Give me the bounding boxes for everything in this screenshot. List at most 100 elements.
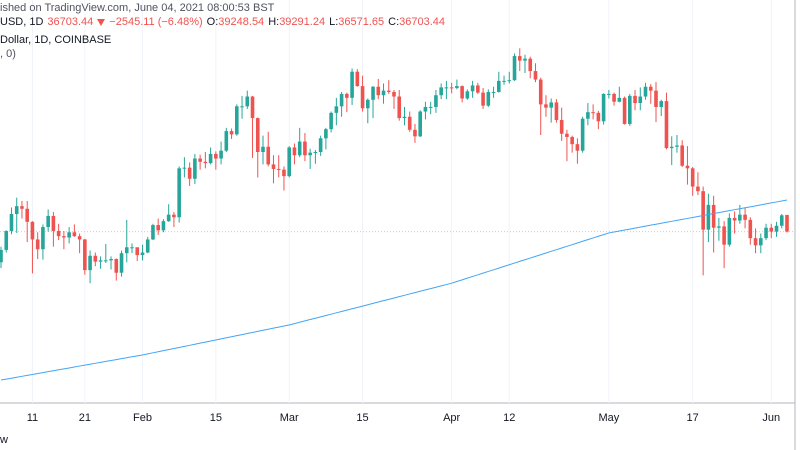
- candle-body: [4, 230, 9, 250]
- candle-body: [219, 150, 223, 159]
- candle-body: [203, 161, 208, 164]
- candle-body: [622, 97, 627, 124]
- candle-body: [130, 247, 134, 249]
- candle-body: [738, 214, 742, 221]
- candle-body: [345, 93, 349, 98]
- x-tick-label: Feb: [133, 412, 152, 424]
- candle-body: [628, 95, 632, 124]
- candle-body: [601, 93, 606, 122]
- change: −2545.11 (−6.48%): [109, 16, 203, 28]
- candle-body: [554, 102, 559, 121]
- candle-body: [449, 87, 454, 89]
- candle-body: [360, 86, 365, 109]
- close-value: 36703.44: [399, 16, 446, 28]
- candle-body: [607, 93, 611, 95]
- open-label: O:: [206, 16, 219, 28]
- candle-body: [533, 71, 538, 80]
- candle-body: [528, 58, 533, 72]
- x-tick-label: 12: [503, 412, 515, 424]
- candle-body: [696, 186, 700, 192]
- candle-body: [654, 90, 658, 107]
- candle-body: [334, 106, 339, 113]
- candle-body: [329, 112, 333, 130]
- x-tick-label: May: [598, 412, 619, 424]
- candle-body: [507, 80, 512, 82]
- candle-body: [166, 214, 171, 222]
- candle-body: [104, 260, 108, 262]
- x-tick-label: 17: [687, 412, 699, 424]
- candle-body: [779, 215, 784, 226]
- candle-body: [56, 230, 61, 237]
- candle-body: [20, 206, 24, 209]
- low-label: L:: [329, 16, 339, 28]
- candle-body: [266, 146, 271, 165]
- candle-body: [240, 106, 244, 108]
- candle-body: [276, 168, 281, 170]
- published-text: ished on TradingView.com, June 04, 2021 …: [0, 2, 275, 14]
- candle-body: [339, 93, 344, 107]
- candle-body: [659, 101, 664, 107]
- candle-body: [439, 87, 443, 96]
- candle-body: [271, 164, 276, 169]
- candle-body: [193, 158, 197, 179]
- candle-body: [685, 165, 690, 169]
- candle-body: [72, 232, 77, 237]
- candle-body: [575, 144, 580, 151]
- candle-body: [109, 259, 113, 261]
- candle-body: [161, 221, 166, 231]
- candle-body: [140, 252, 145, 256]
- candle-body: [371, 86, 375, 100]
- candle-body: [250, 96, 255, 119]
- candle-body: [83, 239, 87, 271]
- candle-body: [324, 129, 328, 139]
- candle-body: [41, 227, 45, 250]
- candle-body: [98, 260, 103, 262]
- low-value: 36571.65: [338, 16, 385, 28]
- candle-body: [559, 120, 564, 134]
- candle-body: [9, 214, 14, 231]
- candle-body: [245, 96, 250, 107]
- candle-body: [580, 118, 585, 151]
- candle-body: [303, 141, 307, 156]
- footer-text: w: [0, 434, 8, 446]
- candle-body: [407, 116, 412, 130]
- moving-average-line: [0, 199, 788, 381]
- x-tick-label: 21: [79, 412, 91, 424]
- series-line: Dollar, 1D, COINBASE: [0, 34, 111, 46]
- candle-body: [114, 259, 119, 273]
- candle-body: [774, 225, 779, 232]
- candle-body: [465, 91, 470, 99]
- indicator-title: , 0): [0, 48, 16, 60]
- indicator-line: , 0): [0, 48, 16, 60]
- candle-body: [481, 92, 485, 106]
- candle-body: [455, 86, 459, 89]
- candle-body: [664, 101, 669, 149]
- candle-body: [486, 91, 491, 106]
- candle-body: [145, 239, 150, 253]
- candle-body: [51, 215, 56, 231]
- candle-body: [308, 152, 312, 156]
- open-value: 39248.54: [218, 16, 265, 28]
- candle-body: [764, 227, 768, 239]
- candle-body: [434, 95, 438, 107]
- candle-body: [229, 131, 234, 135]
- candle-body: [565, 133, 569, 137]
- close-label: C:: [388, 16, 400, 28]
- candle-body: [591, 112, 595, 114]
- candle-body: [14, 206, 19, 214]
- candle-body: [402, 116, 407, 119]
- candle-body: [187, 167, 192, 179]
- candle-body: [397, 96, 402, 119]
- candle-body: [460, 86, 464, 99]
- candle-body: [413, 129, 417, 137]
- candle-body: [675, 145, 679, 147]
- series-title: Dollar, 1D, COINBASE: [0, 34, 112, 46]
- candle-body: [743, 214, 747, 220]
- candle-body: [502, 80, 506, 82]
- candle-body: [428, 106, 433, 108]
- candle-body: [313, 152, 318, 153]
- candle-body: [497, 80, 501, 92]
- candle-body: [717, 226, 721, 228]
- candle-body: [261, 146, 265, 152]
